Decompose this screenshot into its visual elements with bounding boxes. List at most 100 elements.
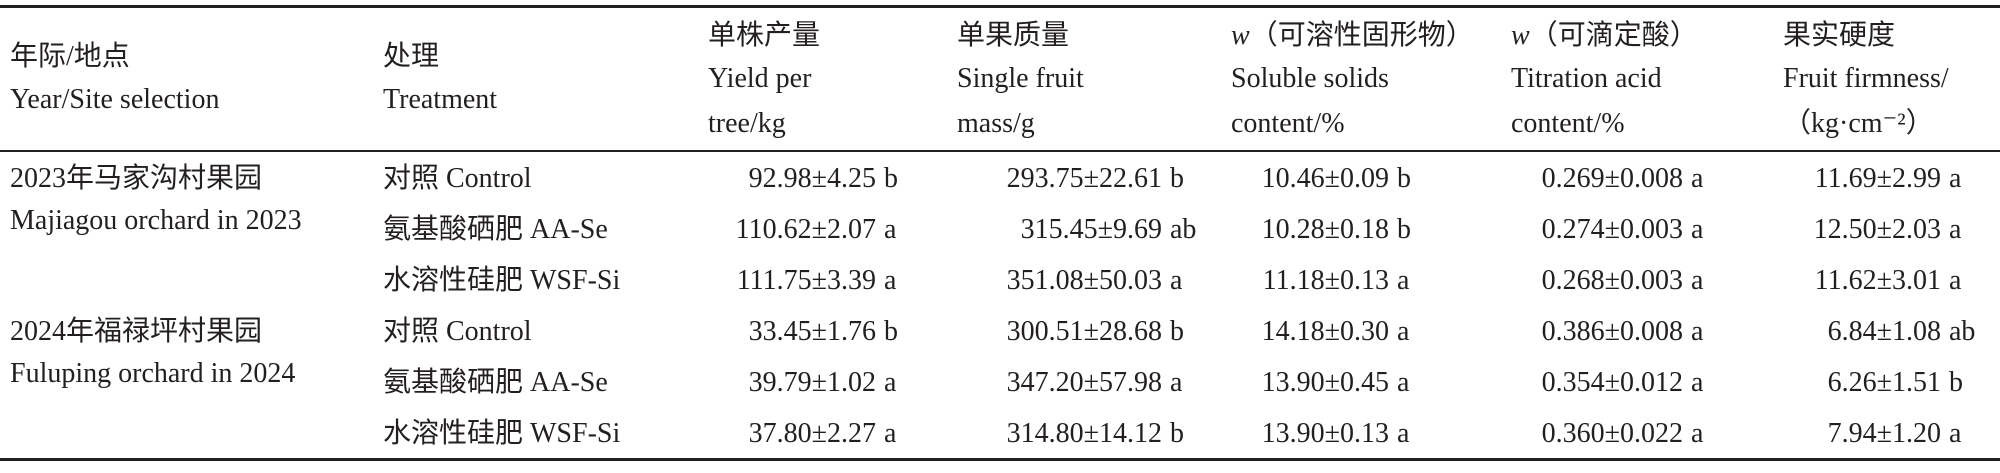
value: 13.90±0.13 [1261,418,1389,449]
header-text: Fruit firmness/ [1783,63,1949,94]
significance-letter: a [1949,214,1962,245]
significance-letter: a [1949,265,1962,296]
value-cell: 7.94±1.20 a [1783,416,1962,452]
significance-letter: a [1397,367,1410,398]
header-text: Titration acid [1511,63,1662,94]
header-text: 处理 [383,41,440,72]
significance-letter: a [1397,265,1410,296]
significance-letter: b [1170,418,1184,449]
header-text: Single fruit [957,63,1084,94]
value: 110.62±2.07 [735,214,876,245]
value: 13.90±0.45 [1261,367,1389,398]
header-text: 单果质量 [957,20,1070,51]
value-cell: 0.274±0.003 a [1511,212,1704,248]
header-text: 年际/地点 [10,41,130,72]
value-cell: 351.08±50.03 a [957,263,1183,299]
value-cell: 0.386±0.008 a [1511,314,1704,350]
value: 10.28±0.18 [1261,214,1389,245]
value-cell: 12.50±2.03 a [1783,212,1962,248]
header-text: Soluble solids [1231,63,1389,94]
header-text: Yield per [708,63,812,94]
header-text: 单株产量 [708,20,821,51]
value: 7.94±1.20 [1827,418,1941,449]
value: 315.45±9.69 [1020,214,1162,245]
value-cell: 0.268±0.003 a [1511,263,1704,299]
header-text: 果实硬度 [1783,20,1896,51]
value: 0.354±0.012 [1541,367,1683,398]
site-label: 2023年马家沟村果园 [10,163,263,194]
significance-letter: a [1949,163,1962,194]
significance-letter: b [1397,214,1411,245]
value: 33.45±1.76 [748,316,876,347]
significance-letter: a [1397,316,1410,347]
value: 0.360±0.022 [1541,418,1683,449]
value-cell: 347.20±57.98 a [957,365,1183,401]
value: 300.51±28.68 [1006,316,1162,347]
value-cell: 110.62±2.07 a [708,212,897,248]
significance-letter: b [884,316,898,347]
value-cell: 11.69±2.99 a [1783,161,1962,197]
significance-letter: b [884,163,898,194]
significance-letter: ab [1170,214,1197,245]
header-text: content/% [1231,108,1345,139]
value: 111.75±3.39 [736,265,876,296]
treatment: 氨基酸硒肥 AA-Se [383,367,608,398]
treatment: 氨基酸硒肥 AA-Se [383,214,608,245]
significance-letter: a [1949,418,1962,449]
treatment: 对照 Control [383,316,532,347]
site-label: Majiagou orchard in 2023 [10,205,302,236]
significance-letter: a [884,265,897,296]
value-cell: 6.26±1.51 b [1783,365,1963,401]
significance-letter: a [1691,163,1704,194]
value: 14.18±0.30 [1261,316,1389,347]
value: 11.69±2.99 [1814,163,1941,194]
value: 0.269±0.008 [1541,163,1683,194]
significance-letter: b [1170,316,1184,347]
significance-letter: a [884,418,897,449]
header-text-rest: （可滴定酸） [1529,20,1698,51]
site-label: 2024年福禄坪村果园 [10,316,263,347]
header-text: Treatment [383,84,498,115]
treatment: 水溶性硅肥 WSF-Si [383,265,621,296]
value: 0.386±0.008 [1541,316,1683,347]
value-cell: 300.51±28.68 b [957,314,1184,350]
treatment: 对照 Control [383,163,532,194]
value-cell: 10.46±0.09 b [1231,161,1411,197]
header-text-rest: （可溶性固形物） [1249,20,1474,51]
value-cell: 314.80±14.12 b [957,416,1184,452]
value-cell: 11.18±0.13 a [1231,263,1410,299]
value-cell: 92.98±4.25 b [708,161,898,197]
site-label: Fuluping orchard in 2024 [10,358,296,389]
significance-letter: a [1691,418,1704,449]
significance-letter: a [1691,316,1704,347]
value: 10.46±0.09 [1261,163,1389,194]
value-cell: 39.79±1.02 a [708,365,897,401]
value-cell: 37.80±2.27 a [708,416,897,452]
significance-letter: a [1397,418,1410,449]
header-text: tree/kg [708,108,786,139]
header-text: （kg·cm⁻²） [1783,108,1934,139]
value: 39.79±1.02 [748,367,876,398]
value-cell: 0.269±0.008 a [1511,161,1704,197]
value-cell: 13.90±0.13 a [1231,416,1410,452]
header-text: w（可滴定酸） [1511,18,1698,54]
value: 0.268±0.003 [1541,265,1683,296]
header-text: w（可溶性固形物） [1231,18,1474,54]
significance-letter: b [1397,163,1411,194]
value: 6.26±1.51 [1827,367,1941,398]
value: 37.80±2.27 [748,418,876,449]
value: 314.80±14.12 [1006,418,1162,449]
significance-letter: ab [1949,316,1976,347]
significance-letter: a [1691,214,1704,245]
value-cell: 0.354±0.012 a [1511,365,1704,401]
header-rule [0,150,2000,152]
value-cell: 14.18±0.30 a [1231,314,1410,350]
value: 351.08±50.03 [1006,265,1162,296]
significance-letter: a [884,367,897,398]
significance-letter: b [1949,367,1963,398]
header-text: mass/g [957,108,1035,139]
value-cell: 13.90±0.45 a [1231,365,1410,401]
value-cell: 315.45±9.69 ab [957,212,1197,248]
value-cell: 0.360±0.022 a [1511,416,1704,452]
